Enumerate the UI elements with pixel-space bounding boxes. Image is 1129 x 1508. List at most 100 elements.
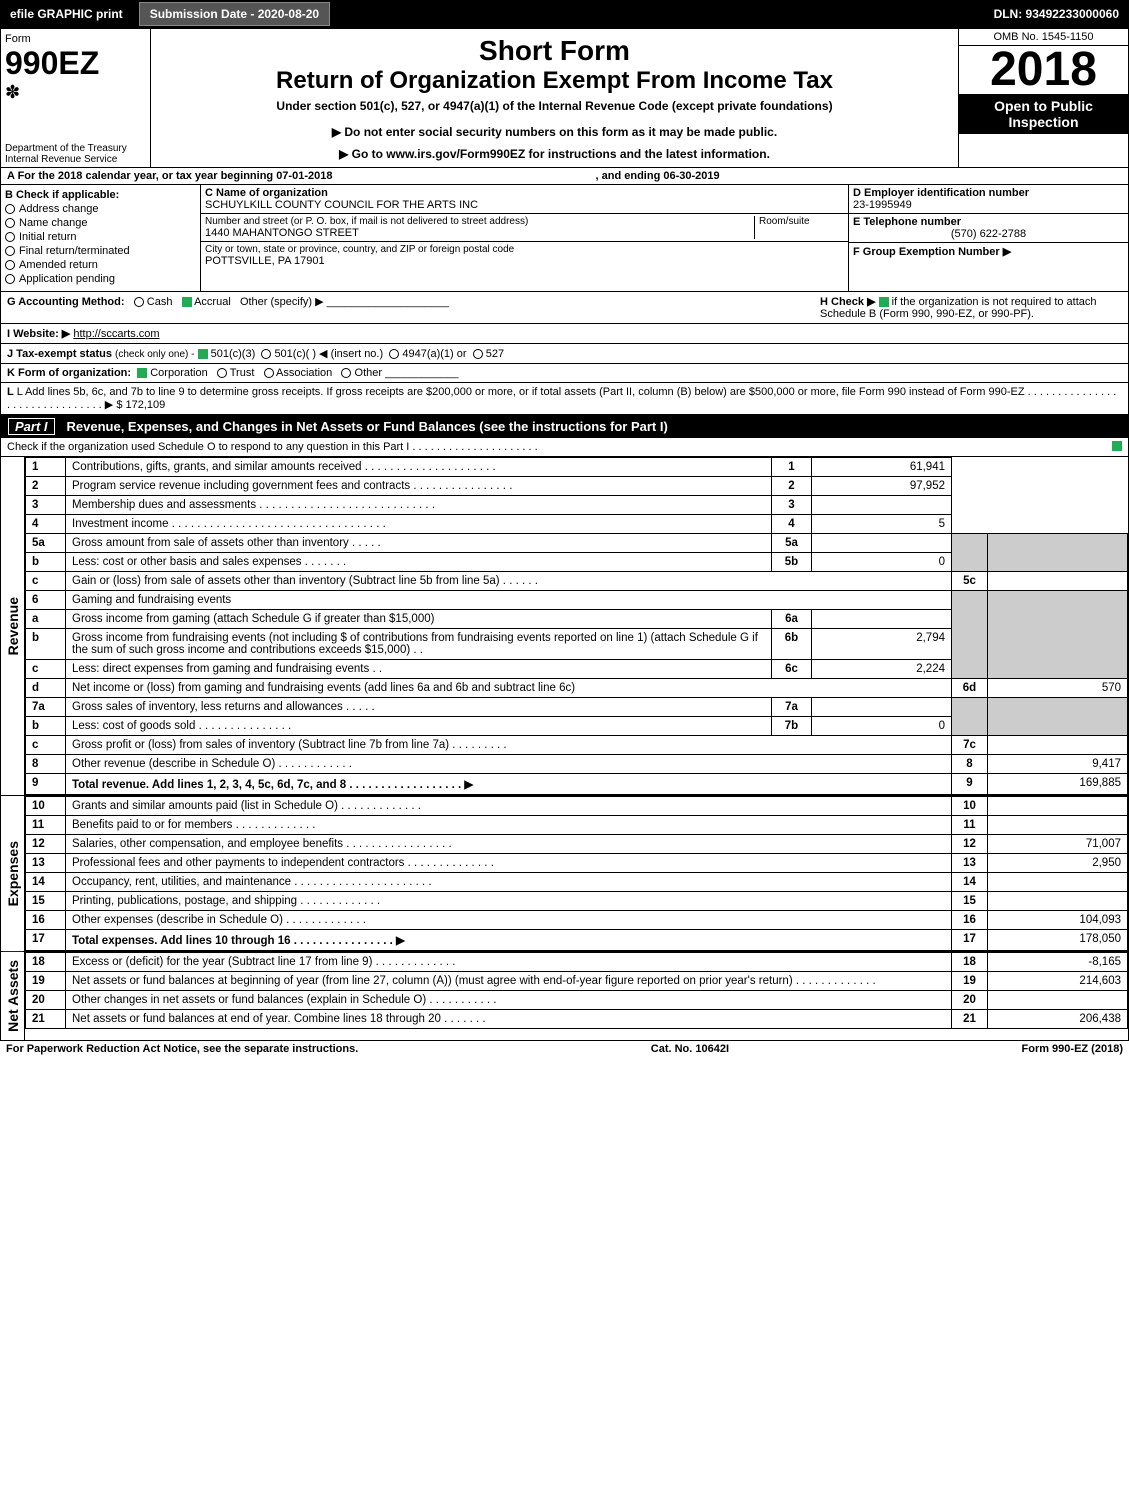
4947-circle[interactable]	[389, 349, 399, 359]
schedule-o-check[interactable]	[1112, 441, 1122, 451]
section-bcd: B Check if applicable: Address change Na…	[0, 185, 1129, 292]
footer: For Paperwork Reduction Act Notice, see …	[0, 1041, 1129, 1057]
expenses-section: Expenses 10Grants and similar amounts pa…	[0, 796, 1129, 952]
part-1-check-note: Check if the organization used Schedule …	[0, 438, 1129, 457]
table-row: 16Other expenses (describe in Schedule O…	[26, 911, 1128, 930]
revenue-section: Revenue 1Contributions, gifts, grants, a…	[0, 457, 1129, 796]
tax-year: 2018	[959, 46, 1128, 94]
table-row: 5aGross amount from sale of assets other…	[26, 534, 1128, 553]
line-l-text: L Add lines 5b, 6c, and 7b to line 9 to …	[7, 386, 1116, 411]
form-header: Form 990EZ ✽ Department of the Treasury …	[0, 28, 1129, 168]
column-b: B Check if applicable: Address change Na…	[1, 185, 201, 291]
table-row: 20Other changes in net assets or fund ba…	[26, 991, 1128, 1010]
table-row: 9Total revenue. Add lines 1, 2, 3, 4, 5c…	[26, 774, 1128, 795]
addr-value: 1440 MAHANTONGO STREET	[205, 227, 528, 239]
chk-name-change[interactable]: Name change	[5, 217, 196, 229]
chk-amended-return[interactable]: Amended return	[5, 259, 196, 271]
table-row: dNet income or (loss) from gaming and fu…	[26, 679, 1128, 698]
trust-circle[interactable]	[217, 368, 227, 378]
cash-circle[interactable]	[134, 297, 144, 307]
org-name-label: C Name of organization	[205, 187, 478, 199]
line-h: H Check ▶ if the organization is not req…	[812, 295, 1122, 320]
part-1-label: Part I	[8, 418, 55, 435]
top-bar: efile GRAPHIC print Submission Date - 20…	[0, 0, 1129, 28]
group-exemption-label: F Group Exemption Number ▶	[853, 245, 1124, 258]
table-row: 12Salaries, other compensation, and empl…	[26, 835, 1128, 854]
form-title-block: Short Form Return of Organization Exempt…	[151, 29, 958, 167]
short-form-title: Short Form	[157, 35, 952, 67]
city-value: POTTSVILLE, PA 17901	[205, 255, 514, 267]
assoc-circle[interactable]	[264, 368, 274, 378]
table-row: 2Program service revenue including gover…	[26, 477, 1128, 496]
tel-label: E Telephone number	[853, 216, 1124, 228]
revenue-table: 1Contributions, gifts, grants, and simil…	[25, 457, 1128, 795]
chk-address-change[interactable]: Address change	[5, 203, 196, 215]
ein-label: D Employer identification number	[853, 187, 1124, 199]
column-c: C Name of organization SCHUYLKILL COUNTY…	[201, 185, 848, 291]
line-k: K Form of organization: Corporation Trus…	[0, 364, 1129, 383]
table-row: 21Net assets or fund balances at end of …	[26, 1010, 1128, 1029]
dept-label: Department of the Treasury Internal Reve…	[5, 143, 127, 165]
chk-application-pending[interactable]: Application pending	[5, 273, 196, 285]
501c3-check[interactable]	[198, 349, 208, 359]
net-assets-section: Net Assets 18Excess or (deficit) for the…	[0, 952, 1129, 1041]
corp-check[interactable]	[137, 368, 147, 378]
open-public: Open to Public Inspection	[959, 94, 1128, 134]
chk-final-return[interactable]: Final return/terminated	[5, 245, 196, 257]
goto-link[interactable]: ▶ Go to www.irs.gov/Form990EZ for instru…	[157, 147, 952, 161]
accrual-check[interactable]	[182, 297, 192, 307]
table-row: 15Printing, publications, postage, and s…	[26, 892, 1128, 911]
footer-left: For Paperwork Reduction Act Notice, see …	[6, 1043, 358, 1055]
tel-value: (570) 622-2788	[853, 228, 1124, 240]
website-link[interactable]: http://sccarts.com	[73, 328, 159, 340]
table-row: 11Benefits paid to or for members . . . …	[26, 816, 1128, 835]
table-row: 6Gaming and fundraising events	[26, 591, 1128, 610]
table-row: cGain or (loss) from sale of assets othe…	[26, 572, 1128, 591]
net-assets-table: 18Excess or (deficit) for the year (Subt…	[25, 952, 1128, 1029]
form-id-block: Form 990EZ ✽ Department of the Treasury …	[1, 29, 151, 167]
org-name: SCHUYLKILL COUNTY COUNCIL FOR THE ARTS I…	[205, 199, 478, 211]
line-l: L L Add lines 5b, 6c, and 7b to line 9 t…	[0, 383, 1129, 415]
ein-value: 23-1995949	[853, 199, 1124, 211]
chk-initial-return[interactable]: Initial return	[5, 231, 196, 243]
column-d: D Employer identification number 23-1995…	[848, 185, 1128, 291]
form-word: Form	[5, 33, 146, 45]
dln-label: DLN: 93492233000060	[984, 7, 1129, 21]
line-h-check[interactable]	[879, 297, 889, 307]
other-circle[interactable]	[341, 368, 351, 378]
efile-label: efile GRAPHIC print	[0, 7, 133, 21]
line-j: J Tax-exempt status (check only one) - 5…	[0, 344, 1129, 364]
room-suite: Room/suite	[754, 216, 844, 239]
table-row: cGross profit or (loss) from sales of in…	[26, 736, 1128, 755]
return-title: Return of Organization Exempt From Incom…	[157, 67, 952, 95]
footer-right: Form 990-EZ (2018)	[1022, 1043, 1123, 1055]
table-row: 18Excess or (deficit) for the year (Subt…	[26, 953, 1128, 972]
table-row: 10Grants and similar amounts paid (list …	[26, 797, 1128, 816]
table-row: 3Membership dues and assessments . . . .…	[26, 496, 1128, 515]
501c-circle[interactable]	[261, 349, 271, 359]
table-row: 19Net assets or fund balances at beginni…	[26, 972, 1128, 991]
table-row: 8Other revenue (describe in Schedule O) …	[26, 755, 1128, 774]
net-assets-side-label: Net Assets	[3, 952, 23, 1040]
expenses-side-label: Expenses	[3, 833, 23, 914]
527-circle[interactable]	[473, 349, 483, 359]
expenses-table: 10Grants and similar amounts paid (list …	[25, 796, 1128, 951]
under-section: Under section 501(c), 527, or 4947(a)(1)…	[157, 99, 952, 113]
line-g-label: G Accounting Method:	[7, 296, 125, 308]
table-row: 7aGross sales of inventory, less returns…	[26, 698, 1128, 717]
city-label: City or town, state or province, country…	[205, 244, 514, 255]
part-1-header: Part I Revenue, Expenses, and Changes in…	[0, 415, 1129, 438]
col-b-header: B Check if applicable:	[5, 189, 196, 201]
table-row: 13Professional fees and other payments t…	[26, 854, 1128, 873]
form-year-block: OMB No. 1545-1150 2018 Open to Public In…	[958, 29, 1128, 167]
line-i: I Website: ▶ http://sccarts.com	[0, 324, 1129, 344]
part-1-title: Revenue, Expenses, and Changes in Net As…	[67, 419, 668, 434]
footer-mid: Cat. No. 10642I	[651, 1043, 729, 1055]
row-a: A For the 2018 calendar year, or tax yea…	[0, 168, 1129, 185]
submission-date-button[interactable]: Submission Date - 2020-08-20	[139, 2, 330, 26]
table-row: 4Investment income . . . . . . . . . . .…	[26, 515, 1128, 534]
table-row: 17Total expenses. Add lines 10 through 1…	[26, 930, 1128, 951]
website-label: I Website: ▶	[7, 328, 70, 340]
line-g-h: G Accounting Method: Cash Accrual Other …	[0, 292, 1129, 324]
donot-note: ▶ Do not enter social security numbers o…	[157, 125, 952, 139]
